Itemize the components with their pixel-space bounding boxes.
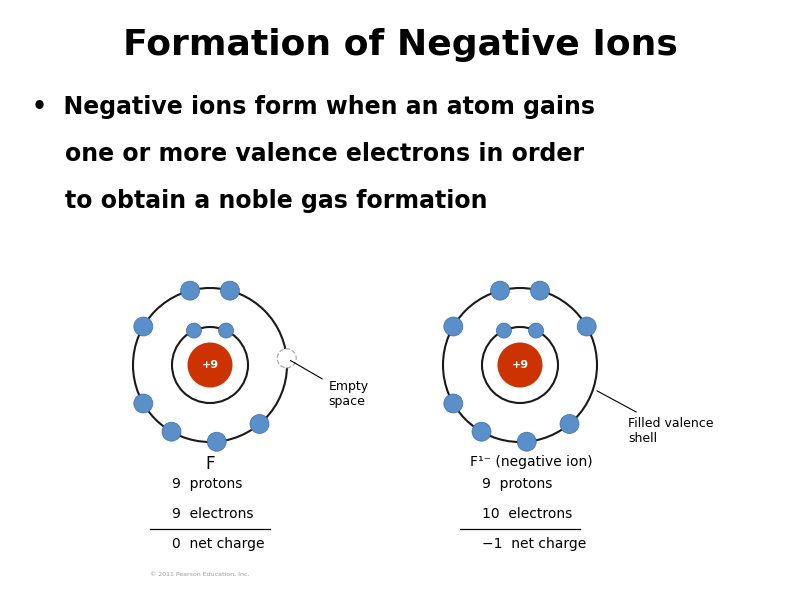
Text: •  Negative ions form when an atom gains: • Negative ions form when an atom gains — [32, 95, 595, 119]
Text: one or more valence electrons in order: one or more valence electrons in order — [32, 142, 584, 166]
Text: 0  net charge: 0 net charge — [172, 537, 265, 551]
Circle shape — [218, 323, 234, 338]
Circle shape — [187, 343, 233, 388]
Circle shape — [162, 422, 181, 441]
Text: 9  protons: 9 protons — [482, 477, 552, 491]
Circle shape — [490, 281, 510, 300]
Circle shape — [529, 323, 543, 338]
Circle shape — [134, 394, 153, 413]
Text: −1  net charge: −1 net charge — [482, 537, 586, 551]
Text: Filled valence
shell: Filled valence shell — [597, 391, 714, 445]
Text: 9  electrons: 9 electrons — [172, 507, 254, 521]
Circle shape — [518, 432, 536, 451]
Circle shape — [221, 281, 239, 300]
Circle shape — [444, 394, 463, 413]
Circle shape — [444, 317, 463, 336]
Circle shape — [207, 432, 226, 451]
Text: +9: +9 — [511, 360, 529, 370]
Circle shape — [278, 349, 296, 368]
Text: F: F — [206, 455, 214, 473]
Circle shape — [577, 317, 596, 336]
Circle shape — [134, 317, 153, 336]
Circle shape — [186, 323, 202, 338]
Text: 10  electrons: 10 electrons — [482, 507, 572, 521]
Circle shape — [560, 415, 579, 433]
Text: © 2011 Pearson Education, Inc.: © 2011 Pearson Education, Inc. — [150, 572, 250, 577]
Circle shape — [530, 281, 550, 300]
Text: 9  protons: 9 protons — [172, 477, 242, 491]
Text: Formation of Negative Ions: Formation of Negative Ions — [122, 28, 678, 62]
Circle shape — [250, 415, 269, 433]
Text: to obtain a noble gas formation: to obtain a noble gas formation — [32, 189, 487, 213]
Circle shape — [497, 323, 511, 338]
Circle shape — [181, 281, 199, 300]
Text: Empty
space: Empty space — [290, 361, 369, 408]
Circle shape — [498, 343, 542, 388]
Text: +9: +9 — [202, 360, 218, 370]
Text: F¹⁻ (negative ion): F¹⁻ (negative ion) — [470, 455, 593, 469]
Circle shape — [472, 422, 491, 441]
